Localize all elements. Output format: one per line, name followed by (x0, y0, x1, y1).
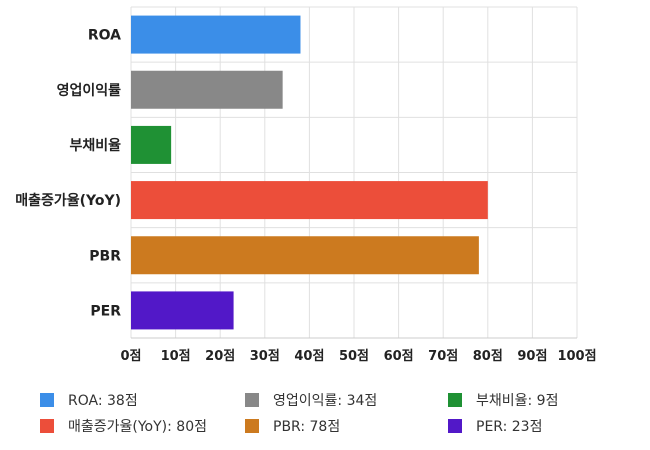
x-tick-label-6: 60점 (384, 349, 414, 364)
category-label-5: PER (90, 303, 121, 319)
bar-5 (131, 291, 234, 330)
x-tick-label-8: 80점 (473, 349, 503, 364)
bar-1 (131, 70, 283, 109)
bar-4 (131, 236, 479, 275)
legend-label-1: 영업이익률: 34점 (273, 393, 378, 409)
x-tick-label-10: 100점 (557, 349, 596, 364)
category-label-0: ROA (88, 28, 121, 44)
legend-item-0: ROA: 38점 (40, 390, 138, 410)
legend-item-5: PER: 23점 (448, 416, 542, 436)
legend-label-0: ROA: 38점 (68, 393, 138, 409)
legend-item-2: 부채비율: 9점 (448, 390, 558, 410)
legend-swatch-0 (40, 393, 54, 407)
x-tick-label-7: 70점 (428, 349, 458, 364)
legend-item-4: PBR: 78점 (245, 416, 340, 436)
x-tick-label-3: 30점 (250, 349, 280, 364)
legend-swatch-3 (40, 419, 54, 433)
x-tick-label-5: 50점 (339, 349, 369, 364)
bar-0 (131, 15, 301, 54)
legend-swatch-1 (245, 393, 259, 407)
legend-swatch-4 (245, 419, 259, 433)
x-tick-label-0: 0점 (120, 349, 141, 364)
x-tick-label-4: 40점 (294, 349, 324, 364)
category-label-4: PBR (89, 248, 121, 264)
legend-label-5: PER: 23점 (476, 419, 543, 435)
legend-item-3: 매출증가율(YoY): 80점 (40, 416, 207, 436)
bar-3 (131, 181, 488, 220)
category-label-3: 매출증가율(YoY) (15, 192, 121, 209)
legend-label-2: 부채비율: 9점 (476, 393, 559, 409)
category-label-1: 영업이익률 (57, 82, 122, 99)
x-tick-label-2: 20점 (205, 349, 235, 364)
x-tick-label-9: 90점 (517, 349, 547, 364)
legend-item-1: 영업이익률: 34점 (245, 390, 377, 410)
legend-label-3: 매출증가율(YoY): 80점 (68, 419, 207, 435)
category-label-2: 부채비율 (69, 137, 121, 154)
legend-label-4: PBR: 78점 (273, 419, 341, 435)
x-tick-label-1: 10점 (161, 349, 191, 364)
bar-2 (131, 125, 172, 164)
legend-swatch-5 (448, 419, 462, 433)
legend-swatch-2 (448, 393, 462, 407)
